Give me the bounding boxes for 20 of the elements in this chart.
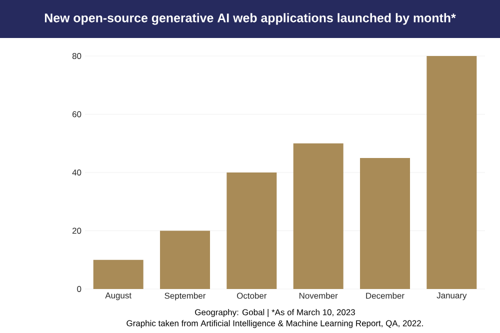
bar xyxy=(160,230,210,289)
y-tick-label: 60 xyxy=(72,111,82,118)
text: Geography: Gobal | *As of March 10, 2023 xyxy=(195,309,355,317)
x-tick-label: November xyxy=(299,292,338,299)
x-tick-label: October xyxy=(237,292,267,299)
text: Graphic taken from Artificial Intelligence & Machine Learning Report, QA, 2022. xyxy=(126,320,423,328)
chart-title: New open-source generative AI web applications launched by month* xyxy=(44,13,456,25)
bar xyxy=(226,172,277,289)
y-tick-label: 0 xyxy=(77,286,82,292)
x-tick-label: January xyxy=(436,292,467,300)
x-tick-label: December xyxy=(366,292,404,299)
bar xyxy=(93,260,144,289)
x-tick-label: September xyxy=(164,292,206,300)
y-tick-label: 20 xyxy=(72,228,82,234)
bar xyxy=(426,56,477,289)
y-tick-label: 80 xyxy=(72,53,82,59)
y-tick-label: 40 xyxy=(72,170,82,176)
bar xyxy=(293,143,344,289)
bar xyxy=(360,158,410,289)
x-tick-label: August xyxy=(105,292,132,300)
